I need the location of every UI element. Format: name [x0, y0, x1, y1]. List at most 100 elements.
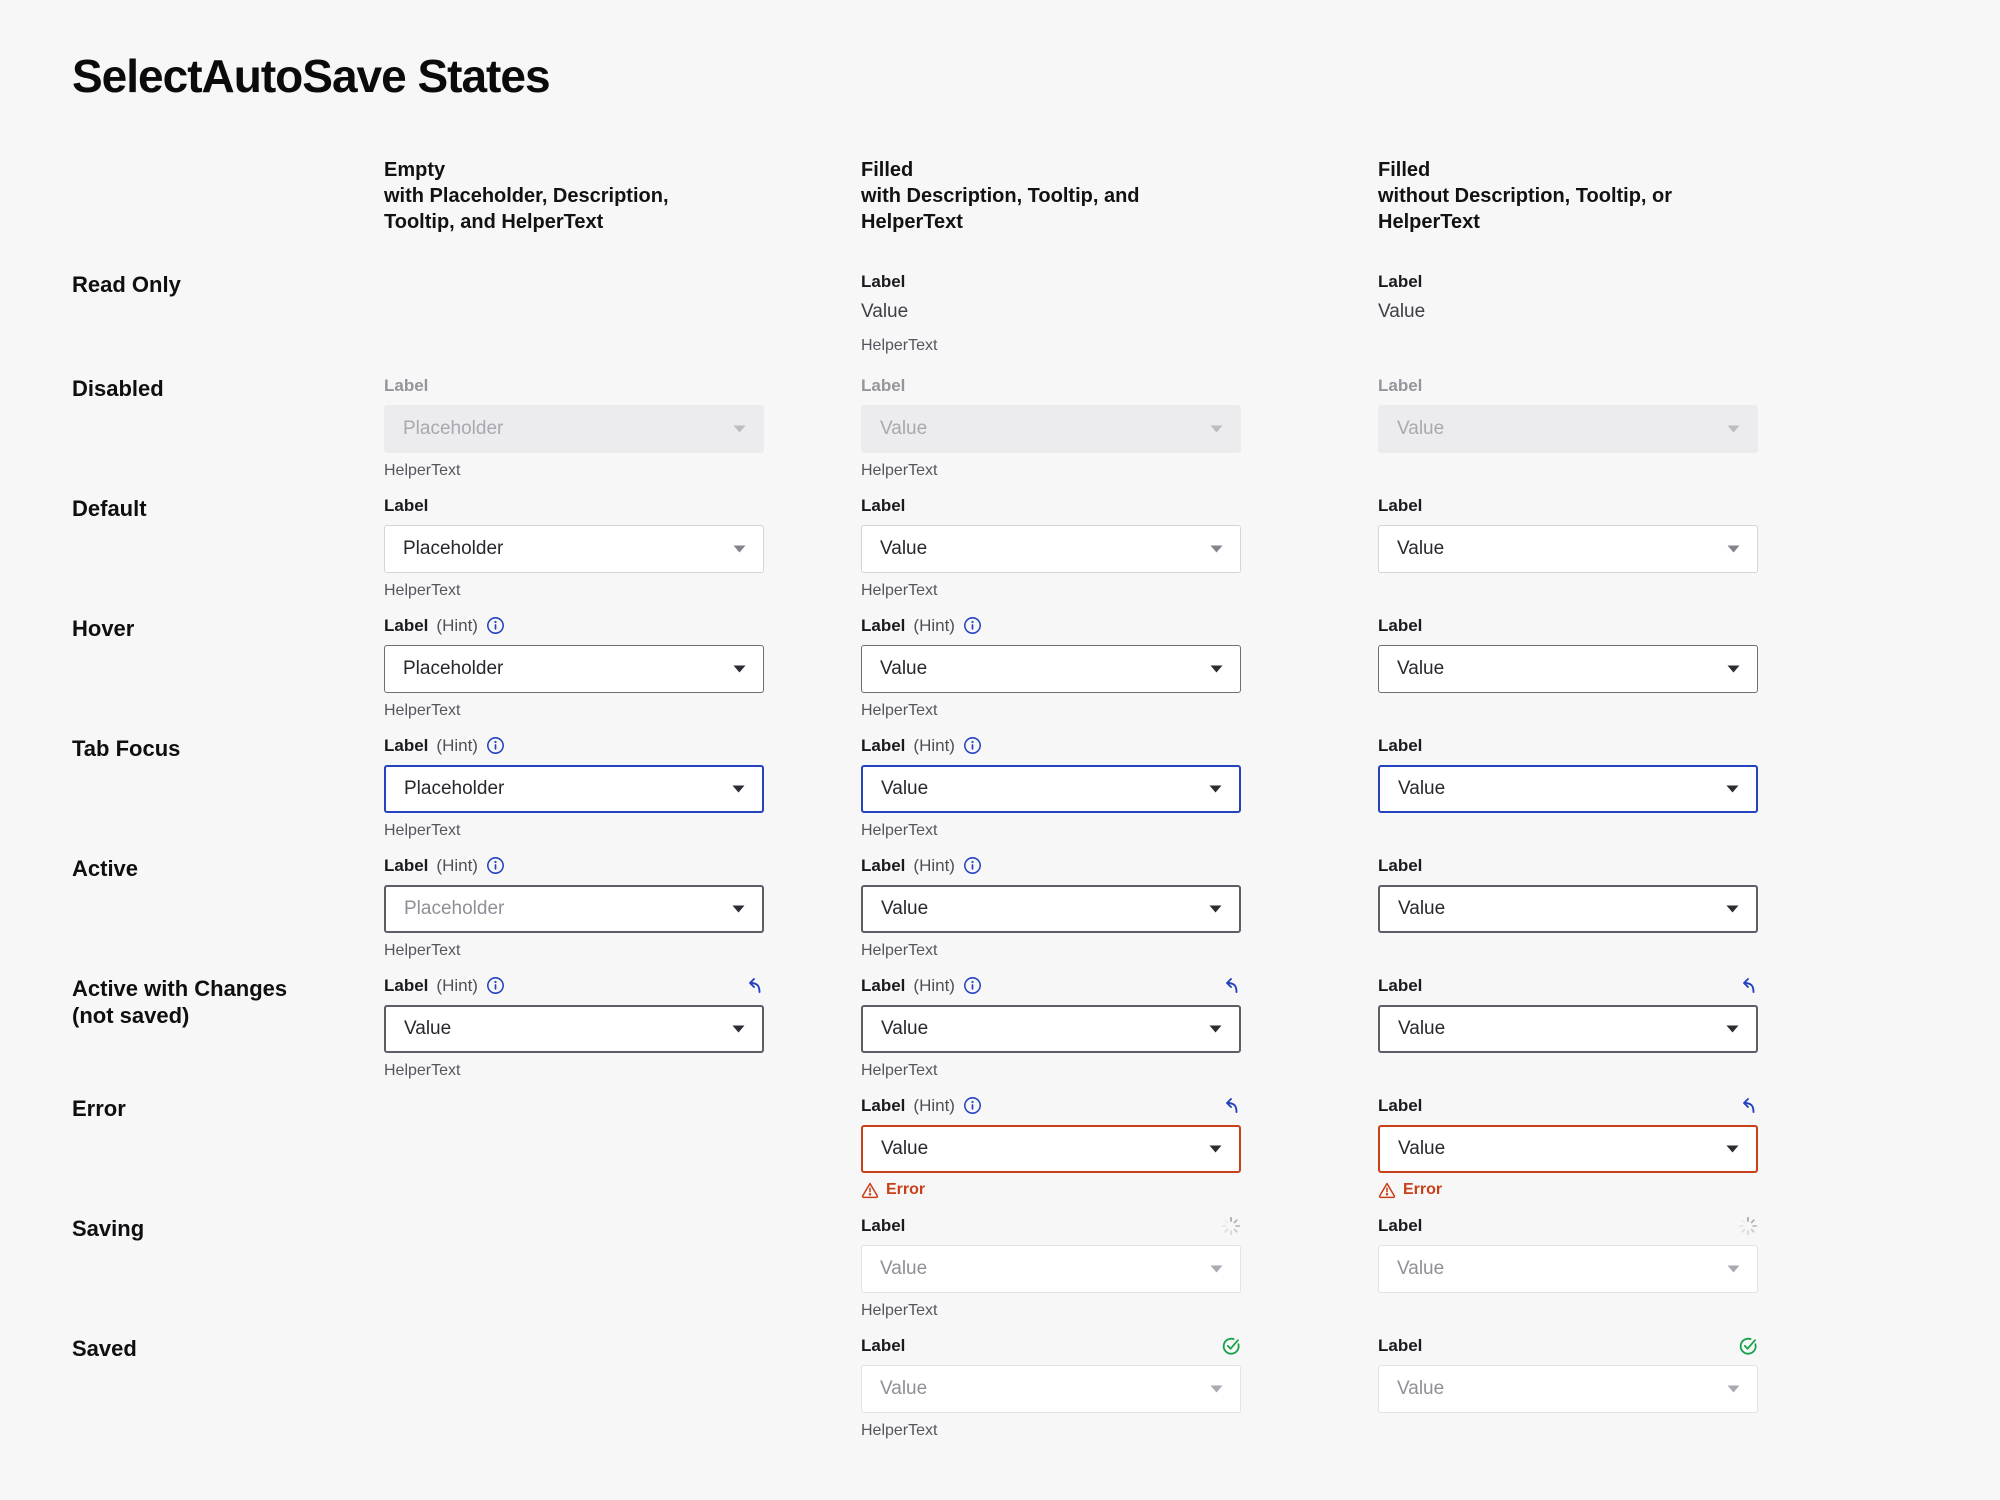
- field-label: Label: [384, 495, 429, 515]
- info-tooltip-icon[interactable]: [963, 856, 982, 875]
- select-trigger[interactable]: Placeholder: [384, 764, 764, 813]
- row-label: Active: [72, 855, 139, 881]
- page-title: SelectAutoSave States: [72, 50, 551, 102]
- field-label-row: Label (Hint): [861, 855, 1241, 877]
- select-value: Placeholder: [404, 897, 505, 919]
- field-label: Label: [861, 271, 906, 291]
- error-warning-icon: [861, 1181, 879, 1199]
- undo-icon[interactable]: [1221, 976, 1241, 996]
- chevron-down-icon: [1210, 1265, 1223, 1273]
- field-label: Label: [1378, 855, 1423, 875]
- field-label-row: Label (Hint): [861, 735, 1241, 757]
- select-value: Placeholder: [404, 777, 505, 799]
- state-cell: Label Value: [1378, 495, 1758, 573]
- field-label-row: Label: [1378, 1095, 1758, 1117]
- chevron-down-icon: [733, 425, 746, 433]
- field-label-row: Label: [1378, 375, 1758, 397]
- info-tooltip-icon[interactable]: [963, 616, 982, 635]
- row-label: Disabled: [72, 375, 164, 401]
- error-text: Error: [1403, 1180, 1443, 1198]
- field-label: Label: [384, 975, 429, 995]
- field-label: Label: [1378, 375, 1423, 395]
- state-cell: Label Value HelperText: [861, 495, 1241, 600]
- field-label-row: Label: [861, 1215, 1241, 1237]
- undo-icon[interactable]: [1738, 1096, 1758, 1116]
- field-hint: (Hint): [436, 855, 478, 875]
- select-trigger[interactable]: Value: [1378, 884, 1758, 933]
- undo-icon[interactable]: [744, 976, 764, 996]
- states-grid: Empty with Placeholder, Description, Too…: [72, 157, 2000, 1455]
- field-label: Label: [861, 735, 906, 755]
- select-trigger[interactable]: Value: [1378, 1364, 1758, 1413]
- row-label: Saving: [72, 1215, 145, 1241]
- info-tooltip-icon[interactable]: [486, 616, 505, 635]
- undo-icon[interactable]: [1738, 976, 1758, 996]
- state-cell: Label (Hint) Value Error: [861, 1095, 1241, 1199]
- select-value: Value: [1398, 777, 1446, 799]
- field-label-row: Label: [384, 495, 764, 517]
- select-trigger[interactable]: Value: [1378, 1124, 1758, 1173]
- select-trigger: Value: [1378, 404, 1758, 453]
- select-trigger[interactable]: Value: [1378, 764, 1758, 813]
- state-cell: Label Value HelperText: [861, 1215, 1241, 1320]
- info-tooltip-icon[interactable]: [963, 736, 982, 755]
- field-hint: (Hint): [436, 975, 478, 995]
- select-trigger[interactable]: Value: [861, 644, 1241, 693]
- field-label-row: Label: [1378, 271, 1758, 293]
- info-tooltip-icon[interactable]: [963, 1096, 982, 1115]
- chevron-down-icon: [1209, 785, 1222, 793]
- select-value: Value: [1398, 1137, 1446, 1159]
- field-label-row: Label (Hint): [384, 975, 764, 997]
- select-trigger[interactable]: Placeholder: [384, 644, 764, 693]
- chevron-down-icon: [1210, 545, 1223, 553]
- chevron-down-icon: [732, 785, 745, 793]
- saved-check-icon: [1738, 1336, 1758, 1356]
- select-trigger[interactable]: Placeholder: [384, 884, 764, 933]
- select-trigger[interactable]: Value: [1378, 1004, 1758, 1053]
- select-value: Value: [881, 777, 929, 799]
- field-label-row: Label (Hint): [861, 615, 1241, 637]
- row-label: Read Only: [72, 271, 181, 297]
- undo-icon[interactable]: [1221, 1096, 1241, 1116]
- field-label: Label: [1378, 495, 1423, 515]
- page: SelectAutoSave States Empty with Placeho…: [72, 50, 2000, 1455]
- select-trigger[interactable]: Value: [861, 1004, 1241, 1053]
- helper-text: HelperText: [861, 1421, 938, 1439]
- select-trigger[interactable]: Value: [1378, 1244, 1758, 1293]
- field-label-row: Label: [861, 271, 1241, 293]
- select-trigger[interactable]: Value: [861, 884, 1241, 933]
- field-label: Label: [861, 1095, 906, 1115]
- select-trigger[interactable]: Value: [384, 1004, 764, 1053]
- error-message: Error: [1378, 1181, 1758, 1199]
- chevron-down-icon: [1726, 1145, 1739, 1153]
- row-label: Error: [72, 1095, 126, 1121]
- select-trigger[interactable]: Value: [861, 1124, 1241, 1173]
- info-tooltip-icon[interactable]: [486, 736, 505, 755]
- select-trigger[interactable]: Value: [861, 1244, 1241, 1293]
- select-trigger[interactable]: Value: [1378, 644, 1758, 693]
- field-hint: (Hint): [913, 615, 955, 635]
- select-trigger: Value: [861, 404, 1241, 453]
- select-trigger[interactable]: Value: [1378, 524, 1758, 573]
- select-value: Value: [1397, 1257, 1445, 1279]
- field-label-row: Label: [861, 375, 1241, 397]
- chevron-down-icon: [1727, 1265, 1740, 1273]
- field-label: Label: [861, 495, 906, 515]
- select-trigger[interactable]: Value: [861, 524, 1241, 573]
- chevron-down-icon: [733, 665, 746, 673]
- field-label-row: Label (Hint): [384, 735, 764, 757]
- info-tooltip-icon[interactable]: [963, 976, 982, 995]
- field-hint: (Hint): [913, 975, 955, 995]
- state-cell: Label (Hint) Placeholder HelperText: [384, 735, 764, 840]
- select-trigger[interactable]: Placeholder: [384, 524, 764, 573]
- state-cell: Label Value: [1378, 1215, 1758, 1293]
- info-tooltip-icon[interactable]: [486, 976, 505, 995]
- select-trigger[interactable]: Value: [861, 1364, 1241, 1413]
- chevron-down-icon: [1726, 1025, 1739, 1033]
- helper-text: HelperText: [861, 1061, 938, 1079]
- state-cell: Label Value: [1378, 855, 1758, 933]
- info-tooltip-icon[interactable]: [486, 856, 505, 875]
- select-value: Value: [404, 1017, 452, 1039]
- helper-text: HelperText: [384, 821, 461, 839]
- select-trigger[interactable]: Value: [861, 764, 1241, 813]
